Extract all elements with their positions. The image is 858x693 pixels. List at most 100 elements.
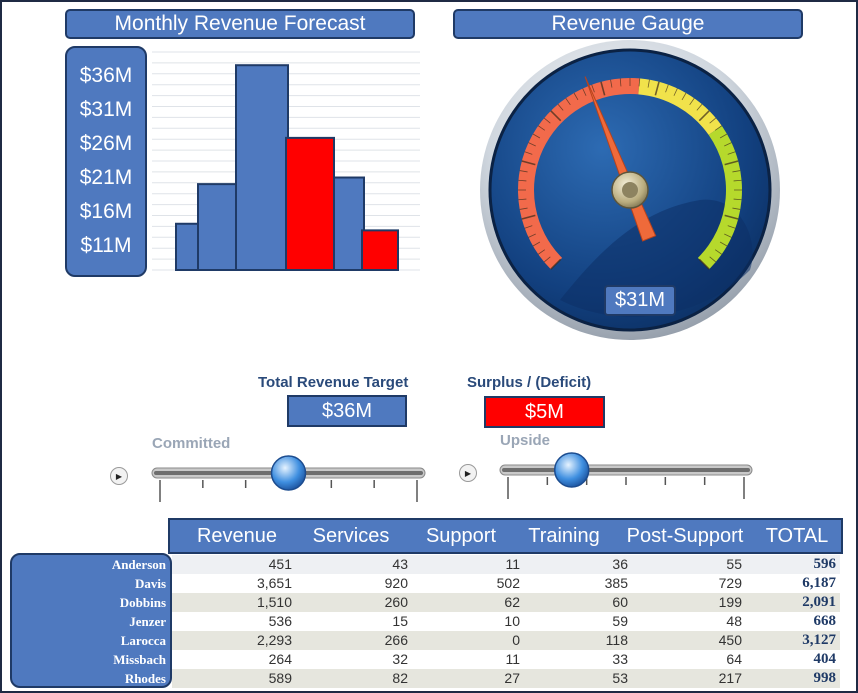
table-cell: 536 xyxy=(268,613,292,629)
gauge-value-label: $31M xyxy=(604,285,676,316)
table-row: 589 82 27 53 217 998 xyxy=(172,669,840,688)
table-cell: 53 xyxy=(612,670,628,686)
row-names-panel: Anderson Davis Dobbins Jenzer Larocca Mi… xyxy=(10,553,172,688)
gauge-tick xyxy=(724,160,739,166)
chart-bar xyxy=(361,229,399,271)
gauge-tick xyxy=(524,225,533,229)
slider-knob[interactable] xyxy=(270,455,307,491)
y-tick-label: $11M xyxy=(80,234,132,257)
column-header: TOTAL xyxy=(765,525,829,547)
slider-track-groove xyxy=(502,468,750,472)
table-row: 1,510 260 62 60 199 2,091 xyxy=(172,593,840,612)
gauge-tick xyxy=(573,92,579,101)
column-header: Post-Support xyxy=(626,525,744,547)
table-cell-total: 404 xyxy=(813,651,837,667)
table-row: 536 15 10 59 48 668 xyxy=(172,612,840,631)
y-tick-label: $26M xyxy=(79,132,133,155)
play-icon[interactable]: ▶ xyxy=(459,464,477,482)
table-cell: 43 xyxy=(392,556,408,572)
gauge-tick xyxy=(724,142,732,147)
gauge-ticks xyxy=(518,78,742,270)
gauge-tick xyxy=(619,78,622,87)
gauge-tick xyxy=(532,133,541,139)
table-row: 2,293 266 0 118 450 3,127 xyxy=(172,631,840,650)
gauge-tick xyxy=(557,103,564,111)
gauge-tick xyxy=(638,78,641,87)
table-cell: 260 xyxy=(384,594,408,610)
table-row: 451 43 11 36 55 596 xyxy=(172,555,840,574)
table-cell: 729 xyxy=(718,575,742,591)
table-cell: 27 xyxy=(504,670,520,686)
row-name: Anderson xyxy=(111,557,166,572)
gauge-tick xyxy=(698,258,710,270)
gauge-tick xyxy=(519,207,528,210)
table-cell: 60 xyxy=(612,594,628,610)
gauge-tick xyxy=(714,125,722,131)
table-cell: 451 xyxy=(268,556,292,572)
gauge-tick xyxy=(600,81,606,96)
gauge-red-band xyxy=(518,77,640,270)
row-name: Missbach xyxy=(113,652,166,667)
gauge-tick xyxy=(518,179,527,182)
table-cell: 450 xyxy=(718,632,742,648)
table-cell-total: 6,187 xyxy=(802,575,836,591)
row-name: Dobbins xyxy=(119,595,166,610)
chart-bar xyxy=(285,136,335,271)
committed-slider-label: Committed xyxy=(152,435,231,452)
table-cell: 264 xyxy=(268,651,292,667)
table-cell: 36 xyxy=(612,556,628,572)
table-cell: 55 xyxy=(726,556,742,572)
gauge-tick xyxy=(665,84,669,93)
column-header: Revenue xyxy=(196,525,278,547)
gauge-tick xyxy=(719,241,728,247)
column-header: Training xyxy=(528,525,600,547)
table-cell: 1,510 xyxy=(256,594,292,610)
gauge-tick xyxy=(550,258,562,270)
gauge-tick xyxy=(565,98,571,106)
gauge-bands xyxy=(518,77,742,270)
gauge-tick xyxy=(521,160,536,166)
table-cell: 3,651 xyxy=(256,575,292,591)
table-cell-total: 998 xyxy=(813,670,837,686)
gauge-title: Revenue Gauge xyxy=(453,9,803,39)
row-name: Jenzer xyxy=(129,614,166,629)
y-tick-label: $21M xyxy=(79,166,133,189)
gauge-tick xyxy=(647,79,650,88)
table-cell: 0 xyxy=(512,632,520,648)
y-tick-label: $16M xyxy=(79,200,133,223)
gauge-green-band xyxy=(697,125,742,270)
gauge-tick xyxy=(709,256,717,263)
table-row: 264 32 11 33 64 404 xyxy=(172,650,840,669)
forecast-title: Monthly Revenue Forecast xyxy=(65,9,415,39)
gauge-tick xyxy=(582,88,587,96)
gauge-tick xyxy=(524,151,533,155)
gauge-tick xyxy=(519,170,528,173)
table-cell-total: 668 xyxy=(813,613,837,629)
gauge-yellow-band xyxy=(638,78,722,135)
slider-knob[interactable] xyxy=(553,452,590,488)
gauge-tick xyxy=(654,81,660,96)
surplus-caption: Surplus / (Deficit) xyxy=(467,374,592,391)
gauge-tick xyxy=(732,207,741,210)
table-cell: 385 xyxy=(604,575,628,591)
table-cell: 118 xyxy=(605,632,628,648)
play-icon[interactable]: ▶ xyxy=(110,467,128,485)
gauge-hub-center xyxy=(622,182,638,198)
table-cell: 2,293 xyxy=(256,632,292,648)
table-cell: 589 xyxy=(268,670,292,686)
gauge-tick xyxy=(681,92,687,101)
table-cell: 502 xyxy=(496,575,520,591)
target-value: $36M xyxy=(287,395,407,427)
table-cell: 15 xyxy=(392,613,408,629)
table-cell: 11 xyxy=(505,556,520,572)
target-caption: Total Revenue Target xyxy=(258,374,409,391)
table-cell: 62 xyxy=(504,594,520,610)
table-cell: 10 xyxy=(504,613,520,629)
row-name: Larocca xyxy=(120,633,166,648)
table-cell: 59 xyxy=(612,613,628,629)
table-header: Revenue Services Support Training Post-S… xyxy=(168,518,843,554)
upside-slider-label: Upside xyxy=(500,432,551,449)
